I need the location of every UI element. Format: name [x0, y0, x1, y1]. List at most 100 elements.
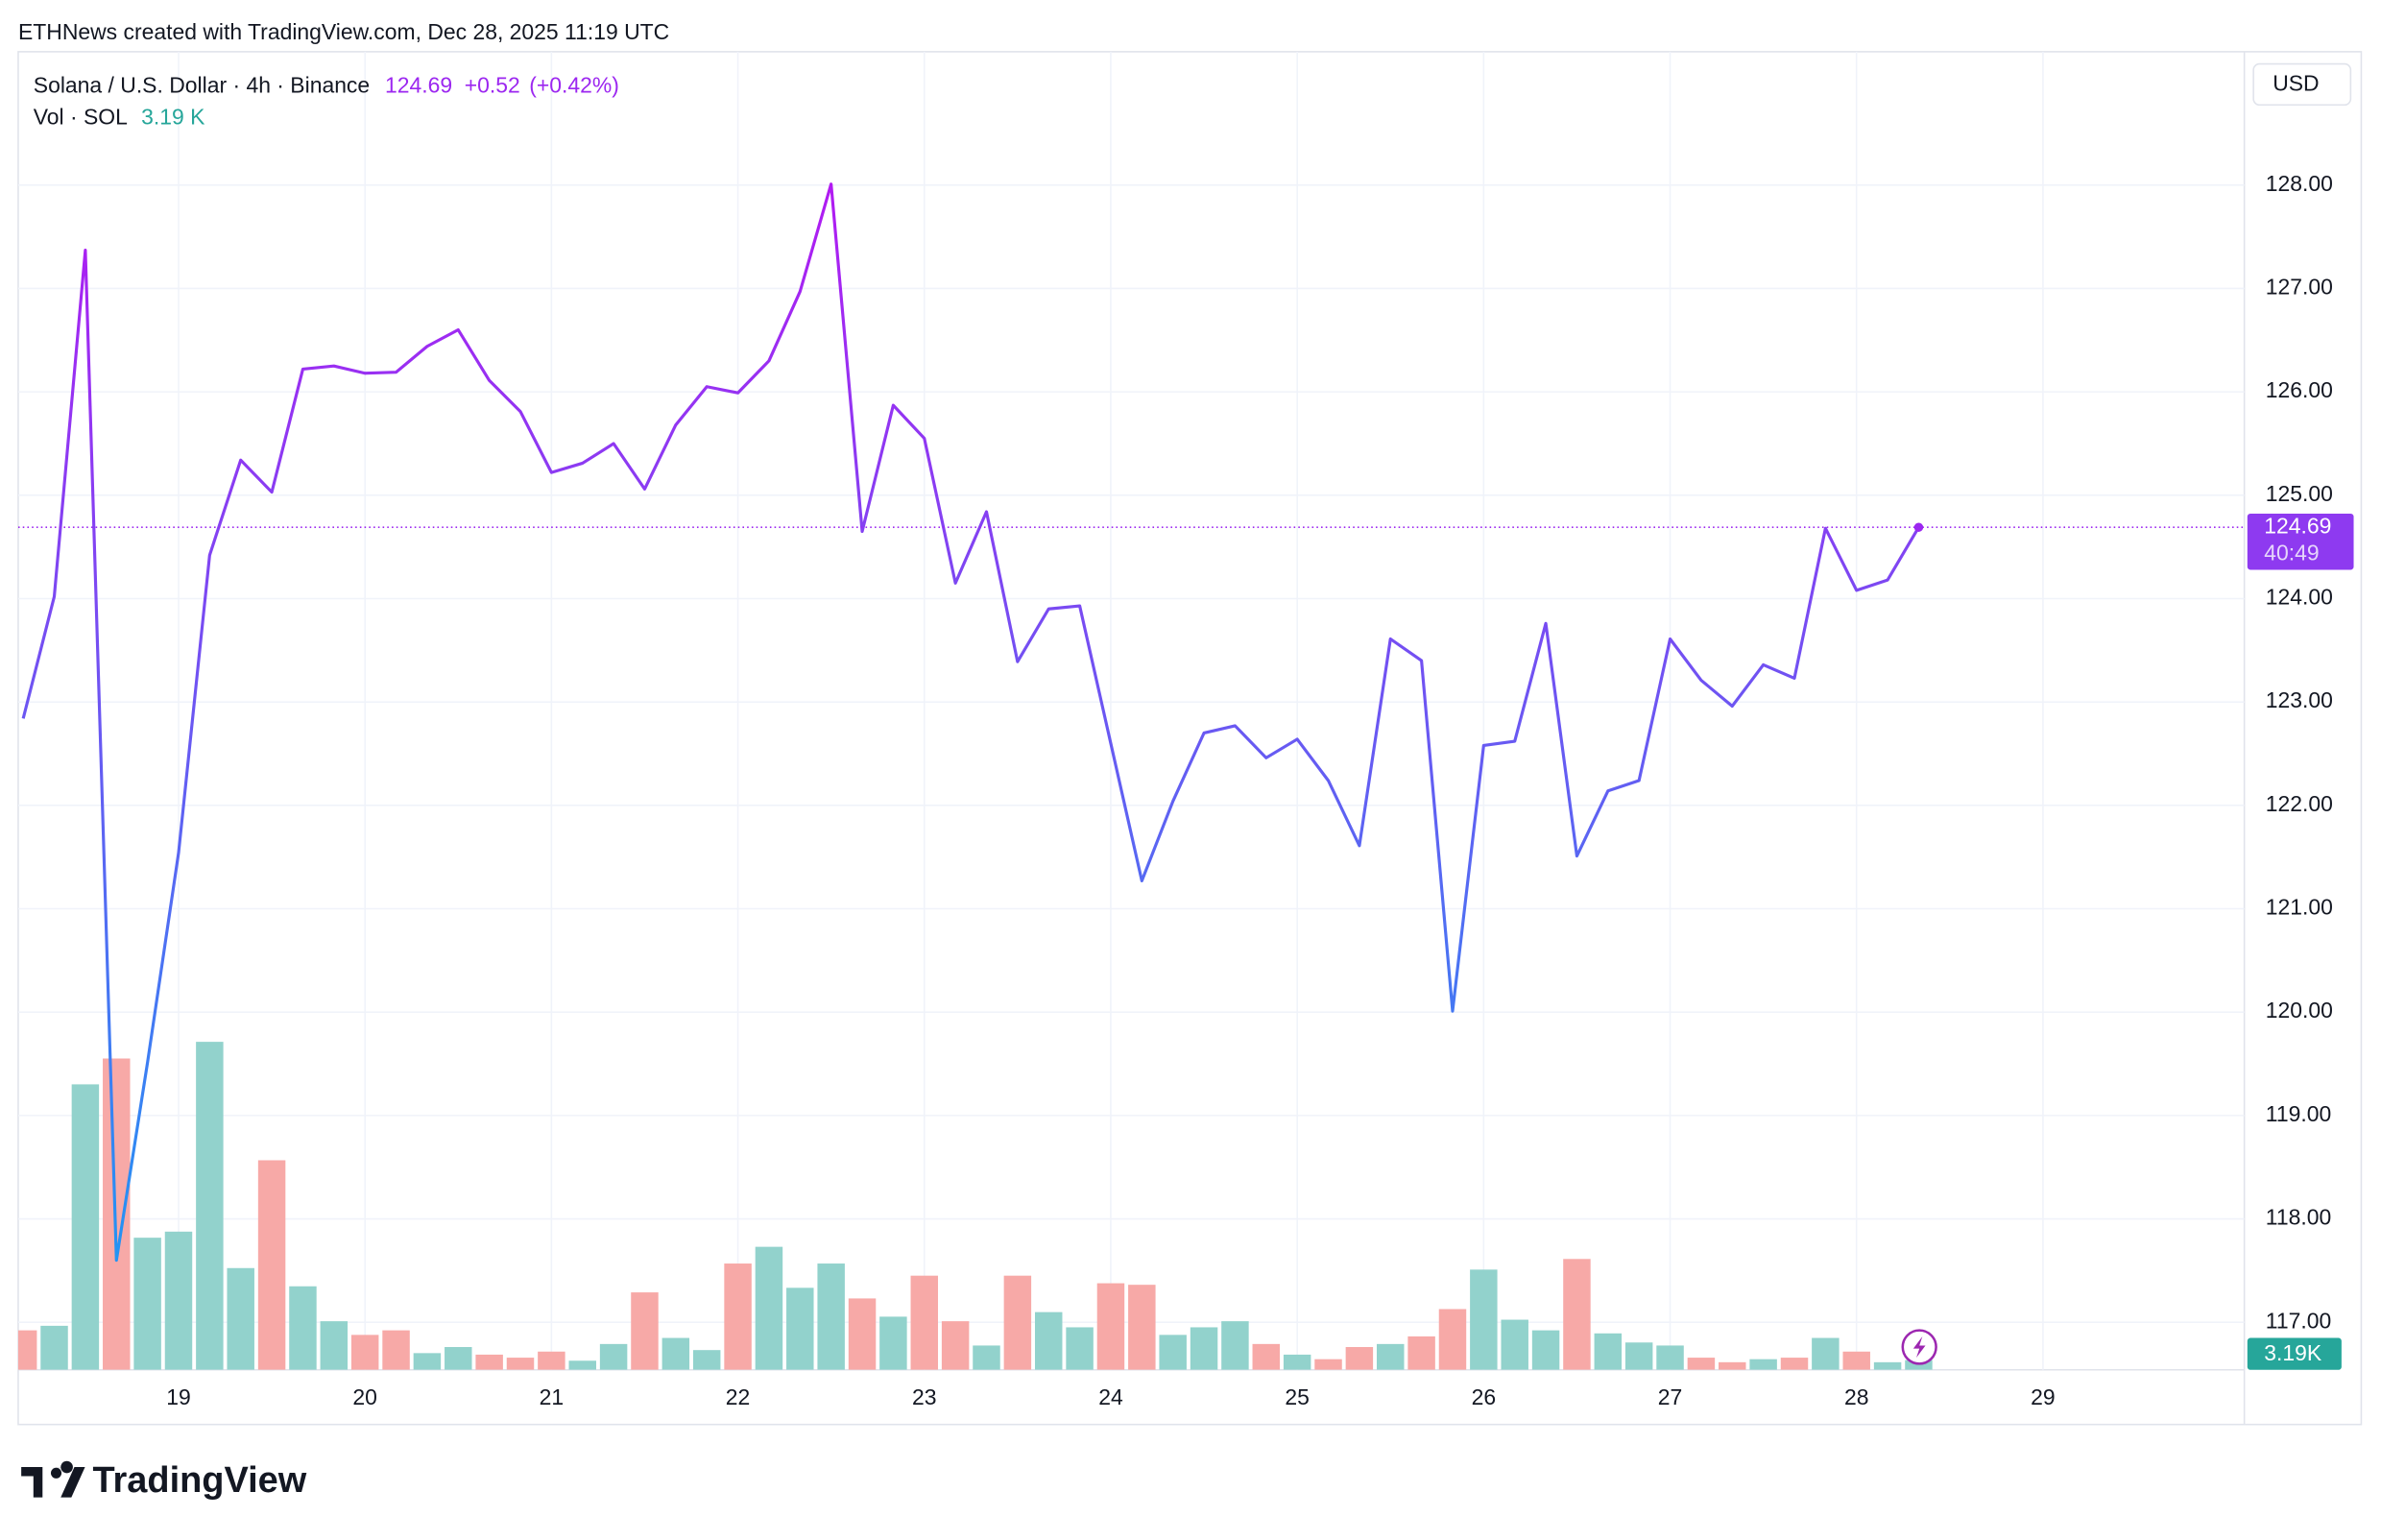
frame [17, 51, 2363, 1426]
volume-bar [1873, 1361, 1902, 1370]
volume-bar [1812, 1337, 1840, 1370]
volume-bar [257, 1160, 286, 1370]
volume-bar [196, 1042, 224, 1370]
y-tick-label: 119.00 [2266, 1101, 2331, 1126]
symbol: Solana / U.S. Dollar · 4h · Binance [34, 72, 370, 97]
volume-bar [1563, 1259, 1591, 1370]
volume-bar [1159, 1335, 1187, 1370]
x-tick-label: 22 [726, 1384, 751, 1409]
volume-bar [1314, 1359, 1342, 1370]
volume-bar [506, 1358, 535, 1370]
legend-change-pct: (+0.42%) [529, 72, 619, 97]
legend: Solana / U.S. Dollar · 4h · Binance 124.6… [34, 72, 619, 97]
x-tick-label: 21 [540, 1384, 565, 1409]
volume-bar [1407, 1335, 1435, 1370]
y-tick-label: 127.00 [2266, 275, 2333, 300]
y-tick-label: 120.00 [2266, 998, 2333, 1023]
volume-bar [1687, 1358, 1716, 1370]
volume-bar [755, 1246, 783, 1370]
volume-bar [382, 1330, 410, 1370]
volume-bar [1190, 1327, 1218, 1370]
volume-bar [1034, 1311, 1063, 1370]
volume-bar [973, 1345, 1000, 1370]
x-tick-label: 27 [1658, 1384, 1683, 1409]
y-tick-label: 121.00 [2266, 895, 2333, 920]
volume-bar [724, 1263, 752, 1370]
volume-bar [164, 1231, 193, 1370]
y-tick-label: 123.00 [2266, 687, 2333, 712]
volume-bar [1749, 1359, 1777, 1370]
legend-price: 124.69 [385, 72, 452, 97]
x-tick-label: 20 [352, 1384, 377, 1409]
volume-bar [1096, 1283, 1125, 1370]
currency-box[interactable] [2252, 62, 2352, 107]
x-tick-label: 23 [912, 1384, 936, 1409]
volume-bar [1066, 1327, 1094, 1370]
alert-bolt [1912, 1335, 1926, 1359]
x-tick-label: 25 [1285, 1384, 1310, 1409]
volume-bar [661, 1337, 690, 1370]
vol-tag-label: 3.19K [2264, 1340, 2322, 1365]
volume-bar [413, 1353, 442, 1370]
volume-bar [568, 1360, 596, 1370]
volume-bar [475, 1354, 503, 1370]
volume-bar [17, 1330, 37, 1370]
vol-title: Vol · SOL [34, 105, 128, 130]
volume-bar [320, 1321, 349, 1370]
volume-bar [1780, 1358, 1809, 1370]
y-tick-label: 117.00 [2266, 1308, 2331, 1333]
volume-bar [1905, 1360, 1933, 1370]
price-line [21, 182, 1920, 1263]
y-tick-label: 118.00 [2266, 1205, 2331, 1230]
y-tick-label: 122.00 [2266, 791, 2333, 816]
volume-bar [289, 1286, 317, 1370]
volume-bar [71, 1084, 100, 1370]
volume-bar [133, 1238, 161, 1370]
volume-bar [786, 1287, 814, 1370]
y-tick-label: 128.00 [2266, 171, 2333, 196]
volume-bar [1842, 1351, 1870, 1370]
logo-text: TradingView [92, 1460, 306, 1501]
volume-bar [631, 1292, 659, 1370]
x-tick-label: 24 [1098, 1384, 1123, 1409]
volume-bar [1501, 1319, 1528, 1370]
volume-bar [227, 1267, 254, 1370]
x-tick-label: 26 [1472, 1384, 1496, 1409]
price-tag-label: 124.69 [2264, 513, 2331, 538]
volume-bar [1656, 1345, 1684, 1370]
y-tick-label: 126.00 [2266, 377, 2333, 402]
volume-bar [910, 1275, 938, 1370]
x-tick-label: 28 [1844, 1384, 1869, 1409]
volume-bar [941, 1321, 970, 1370]
volume-bar [1624, 1342, 1653, 1370]
vol-tag [2247, 1337, 2342, 1370]
volume-bar [1003, 1275, 1032, 1370]
vol-legend: Vol · SOL 3.19 K [34, 105, 205, 130]
vol-value: 3.19 K [141, 105, 205, 130]
volume-bar [879, 1316, 907, 1370]
volume-bar [538, 1351, 565, 1370]
currency[interactable]: USD [2273, 71, 2319, 96]
volume-bar [1531, 1330, 1560, 1370]
price-tag [2247, 513, 2354, 570]
volume-bar [40, 1325, 68, 1370]
y-tick-label: 125.00 [2266, 481, 2333, 506]
volume-bar [817, 1263, 845, 1370]
legend-change: +0.52 [465, 72, 520, 97]
volume-bar [599, 1343, 628, 1370]
volume-bar [692, 1350, 721, 1370]
credit: ETHNews created with TradingView.com, De… [18, 19, 669, 44]
volume-bar [1252, 1343, 1281, 1370]
volume-bar [1128, 1285, 1156, 1370]
logo-dot [50, 1467, 62, 1479]
volume-bar [1221, 1321, 1249, 1370]
volume-bar [848, 1298, 877, 1370]
volume-bar [1438, 1309, 1467, 1370]
volume-bar [350, 1335, 379, 1370]
logo-mark [21, 1460, 85, 1498]
volume-bar [1470, 1269, 1498, 1370]
y-tick-label: 124.00 [2266, 585, 2333, 610]
volume-bar [1377, 1343, 1405, 1370]
volume-bar [1283, 1354, 1311, 1370]
